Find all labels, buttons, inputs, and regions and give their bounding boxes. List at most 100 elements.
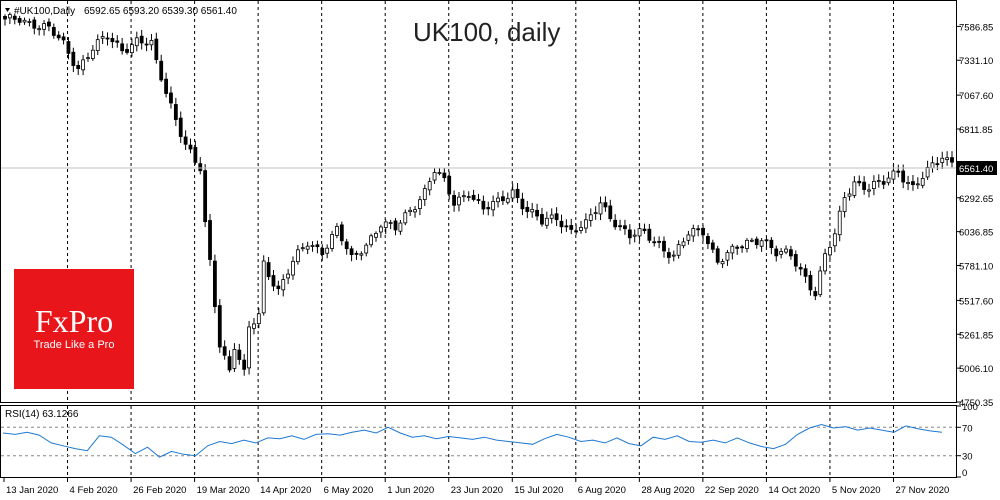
candle-body (779, 251, 784, 255)
chart-title: UK100, daily (413, 17, 560, 47)
logo-tagline: Trade Like a Pro (33, 339, 115, 351)
candle-body (408, 209, 413, 213)
candle-body (149, 40, 154, 46)
candle-body (901, 170, 906, 183)
candle-body (696, 228, 701, 231)
candle-body (90, 49, 95, 59)
time-tick-label: 23 Jun 2020 (451, 485, 503, 496)
candle-body (647, 228, 652, 241)
candle-body (359, 253, 364, 256)
candle-body (154, 38, 159, 61)
candle-body (173, 104, 178, 120)
candle-body (134, 37, 139, 47)
candle-body (540, 214, 544, 225)
candle-body (115, 40, 120, 43)
candle-body (706, 236, 710, 245)
candle-body (32, 19, 37, 29)
candle-body (37, 28, 42, 31)
ohlc-values: 6592.65 6593.20 6539.30 6561.40 (84, 6, 237, 17)
candle-body (764, 239, 769, 242)
candle-body (608, 205, 613, 220)
symbol-label: #UK100,Daily (14, 6, 75, 17)
candle-body (652, 241, 657, 244)
candle-body (315, 244, 320, 248)
candle-body (740, 246, 744, 249)
price-tick-label: 5517.60 (959, 296, 993, 307)
candle-body (369, 235, 374, 246)
candle-body (457, 196, 461, 206)
time-tick-label: 6 May 2020 (324, 485, 374, 496)
candle-body (76, 65, 81, 69)
candle-body (535, 209, 539, 217)
candle-body (886, 177, 891, 184)
candle-body (515, 188, 520, 199)
candle-body (188, 144, 193, 150)
candle-body (374, 233, 378, 238)
time-tick-label: 1 Jun 2020 (387, 485, 434, 496)
price-tick-label: 7586.85 (959, 22, 993, 33)
candle-body (42, 23, 46, 30)
candle-body (593, 212, 598, 215)
candle-body (476, 199, 481, 201)
rsi-line (2, 423, 943, 458)
candle-body (291, 260, 295, 276)
candle-body (300, 247, 305, 250)
candle-body (81, 59, 86, 71)
candle-body (427, 181, 432, 191)
candle-body (237, 349, 242, 360)
candle-body (852, 181, 857, 196)
candle-body (891, 170, 896, 180)
time-tick-label: 5 Nov 2020 (832, 485, 881, 496)
candle-body (559, 220, 564, 228)
candle-body (330, 234, 334, 249)
candle-body (930, 162, 935, 169)
candle-body (715, 248, 720, 263)
candle-body (818, 270, 823, 296)
price-tick-label: 6811.85 (959, 125, 993, 136)
candle-body (393, 220, 398, 231)
candle-body (701, 227, 705, 236)
candle-body (857, 180, 862, 184)
candle-body (325, 247, 330, 254)
candle-body (847, 193, 852, 197)
candle-body (100, 36, 105, 39)
candle-body (510, 189, 515, 199)
candle-body (261, 260, 266, 314)
price-tick-label: 5006.10 (959, 364, 993, 375)
candle-body (27, 21, 32, 23)
candle-body (784, 248, 788, 253)
candle-body (945, 157, 950, 160)
candle-body (222, 346, 227, 356)
candle-body (164, 78, 168, 94)
candle-body (110, 38, 115, 43)
candle-body (335, 226, 339, 236)
candle-body (525, 206, 530, 212)
candle-body (252, 323, 256, 329)
candle-body (666, 252, 671, 258)
time-tick-label: 26 Feb 2020 (133, 485, 186, 496)
candle-body (144, 43, 149, 46)
candle-body (823, 253, 827, 272)
candle-body (530, 209, 535, 213)
candle-body (867, 189, 871, 192)
candle-body (208, 220, 212, 260)
candle-body (120, 43, 125, 52)
logo-name: FxPro (34, 303, 114, 339)
candle-body (139, 35, 144, 44)
candle-body (422, 188, 427, 200)
candle-body (950, 157, 954, 163)
candle-body (598, 202, 603, 215)
price-tick-label: 7067.60 (959, 91, 993, 102)
candle-body (691, 228, 696, 237)
candle-body (213, 260, 217, 307)
candle-body (491, 201, 496, 211)
price-badge: 6561.40 (959, 164, 993, 175)
candle-body (47, 21, 51, 27)
candle-body (862, 181, 867, 190)
candle-body (676, 244, 681, 256)
candle-body (759, 240, 764, 247)
candle-body (574, 230, 579, 233)
price-tick-label: 4750.35 (959, 398, 993, 409)
candle-body (798, 267, 803, 270)
candle-body (232, 349, 237, 369)
